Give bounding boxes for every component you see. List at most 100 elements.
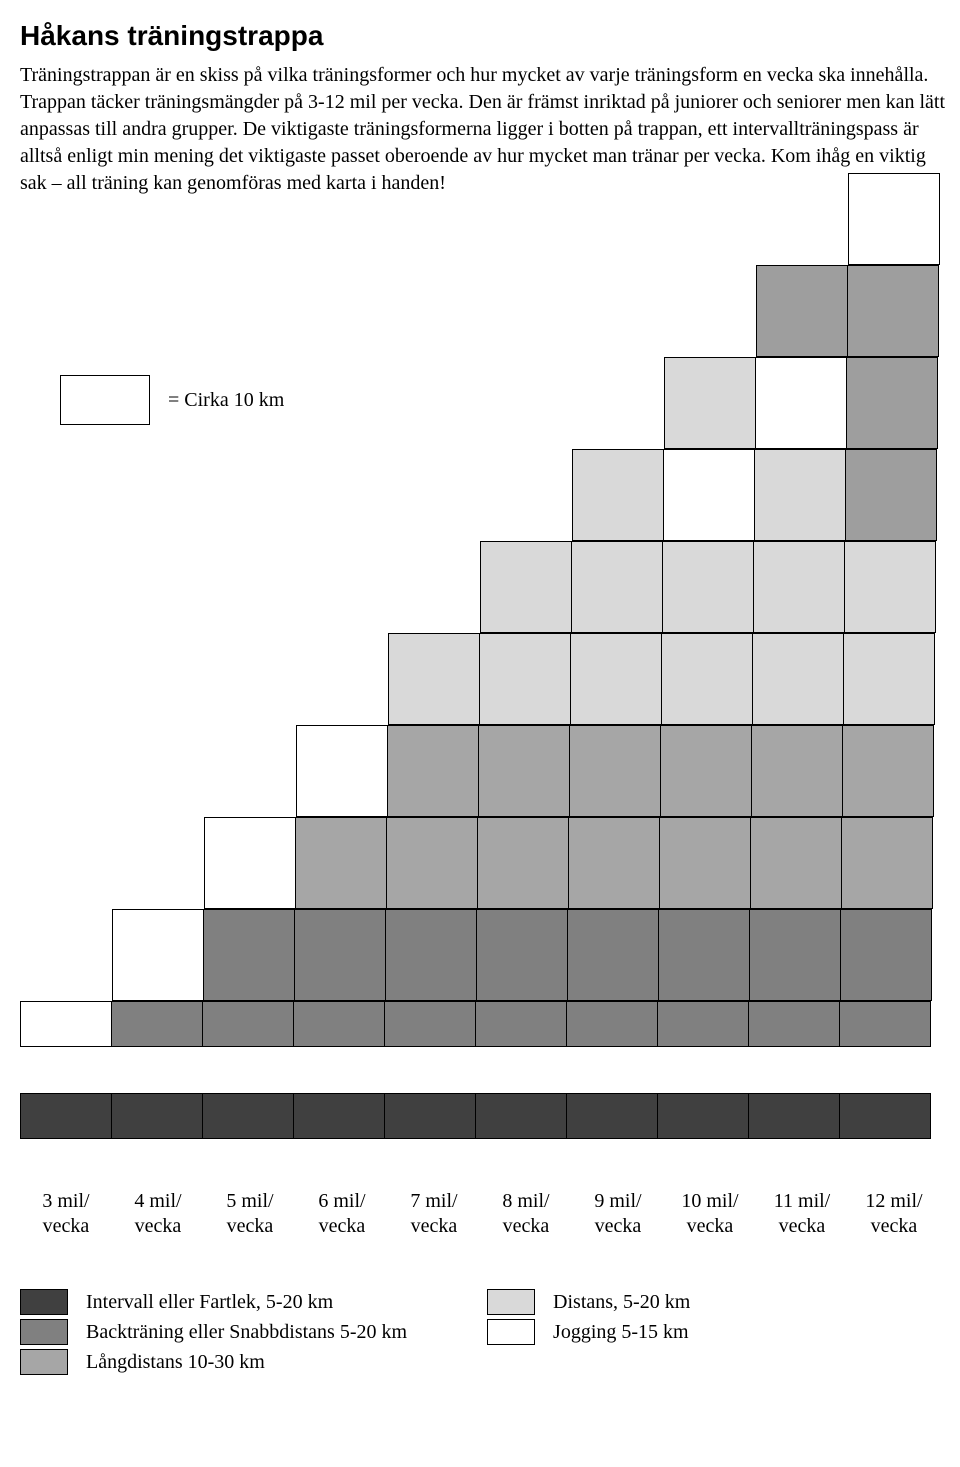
legend-right-col: Distans, 5-20 kmJogging 5-15 km — [487, 1289, 690, 1379]
stair-cell — [388, 449, 480, 541]
stair-cell — [754, 449, 846, 541]
stair-cell — [480, 449, 572, 541]
stair-cell — [384, 1001, 476, 1047]
stair-cell — [657, 1093, 749, 1139]
stair-cell — [572, 357, 664, 449]
stair-cell — [664, 357, 756, 449]
stair-cell — [112, 817, 204, 909]
stair-cell — [479, 633, 571, 725]
stair-cell — [480, 173, 572, 265]
xaxis-label: 8 mil/vecka — [480, 1189, 572, 1239]
stair-cell — [204, 449, 296, 541]
stair-cell — [112, 173, 204, 265]
stair-cell — [661, 633, 753, 725]
stair-cell — [749, 909, 841, 1001]
stair-cell — [567, 909, 659, 1001]
legend-label: Jogging 5-15 km — [553, 1321, 689, 1344]
stair-cell — [475, 1093, 567, 1139]
stair-cell — [202, 1001, 294, 1047]
stair-cell — [204, 265, 296, 357]
stair-cell — [568, 817, 660, 909]
stair-cell — [388, 265, 480, 357]
legend-row: Jogging 5-15 km — [487, 1319, 690, 1345]
stair-cell — [477, 817, 569, 909]
stair-cell — [388, 541, 480, 633]
stair-grid — [20, 173, 940, 1185]
stair-cell — [843, 633, 935, 725]
stair-cell — [293, 1093, 385, 1139]
stair-cell — [664, 265, 756, 357]
x-axis: 3 mil/vecka4 mil/vecka5 mil/vecka6 mil/v… — [20, 1189, 940, 1239]
stair-cell — [295, 817, 387, 909]
stair-cell — [662, 541, 754, 633]
stair-cell — [204, 357, 296, 449]
stair-cell — [476, 909, 568, 1001]
stair-cell — [847, 265, 939, 357]
xaxis-label: 7 mil/vecka — [388, 1189, 480, 1239]
stair-cell — [387, 725, 479, 817]
stair-cell — [571, 541, 663, 633]
stair-cell — [294, 909, 386, 1001]
stair-cell — [204, 725, 296, 817]
stair-cell — [112, 449, 204, 541]
legend-swatch — [20, 1289, 68, 1315]
legend-label: Intervall eller Fartlek, 5-20 km — [86, 1291, 333, 1314]
legend-swatch — [20, 1349, 68, 1375]
stair-cell — [296, 541, 388, 633]
stair-row — [20, 541, 940, 633]
legend-left-col: Intervall eller Fartlek, 5-20 km Backträn… — [20, 1289, 407, 1379]
stair-cell — [386, 817, 478, 909]
stair-cell — [660, 725, 752, 817]
stair-cell — [293, 1001, 385, 1047]
stair-cell — [663, 449, 755, 541]
stair-cell — [384, 1093, 476, 1139]
stair-row — [20, 1093, 940, 1185]
stair-cell — [751, 725, 843, 817]
stair-cell — [20, 633, 112, 725]
legend-row: Backträning eller Snabbdistans 5-20 km — [20, 1319, 407, 1345]
stair-cell — [20, 1001, 112, 1047]
stair-cell — [572, 173, 664, 265]
stair-cell — [388, 173, 480, 265]
stair-row — [20, 173, 940, 265]
stair-cell — [111, 1001, 203, 1047]
stair-cell — [20, 265, 112, 357]
page-title: Håkans träningstrappa — [20, 20, 950, 52]
stair-cell — [748, 1001, 840, 1047]
xaxis-label: 5 mil/vecka — [204, 1189, 296, 1239]
stair-cell — [296, 265, 388, 357]
stair-row — [20, 633, 940, 725]
stair-row — [20, 725, 940, 817]
stair-cell — [111, 1093, 203, 1139]
stair-cell — [203, 909, 295, 1001]
stair-row — [20, 265, 940, 357]
stair-cell — [112, 909, 204, 1001]
stair-cell — [385, 909, 477, 1001]
xaxis-label: 11 mil/vecka — [756, 1189, 848, 1239]
stair-cell — [388, 633, 480, 725]
stair-cell — [204, 633, 296, 725]
xaxis-label: 6 mil/vecka — [296, 1189, 388, 1239]
xaxis-label: 3 mil/vecka — [20, 1189, 112, 1239]
xaxis-label: 4 mil/vecka — [112, 1189, 204, 1239]
stair-cell — [296, 633, 388, 725]
legend-swatch — [487, 1319, 535, 1345]
legend-row: Intervall eller Fartlek, 5-20 km — [20, 1289, 407, 1315]
stair-cell — [840, 909, 932, 1001]
stair-cell — [659, 817, 751, 909]
stair-cell — [202, 1093, 294, 1139]
stair-cell — [566, 1001, 658, 1047]
legend-row: Långdistans 10-30 km — [20, 1349, 407, 1375]
stair-row — [20, 1001, 940, 1093]
stair-cell — [20, 909, 112, 1001]
stair-cell — [112, 633, 204, 725]
stair-cell — [296, 357, 388, 449]
stair-cell — [204, 173, 296, 265]
stair-cell — [480, 265, 572, 357]
legend-swatch — [20, 1319, 68, 1345]
stair-cell — [388, 357, 480, 449]
stair-cell — [20, 173, 112, 265]
stair-cell — [296, 449, 388, 541]
stair-cell — [664, 173, 756, 265]
stair-cell — [475, 1001, 567, 1047]
